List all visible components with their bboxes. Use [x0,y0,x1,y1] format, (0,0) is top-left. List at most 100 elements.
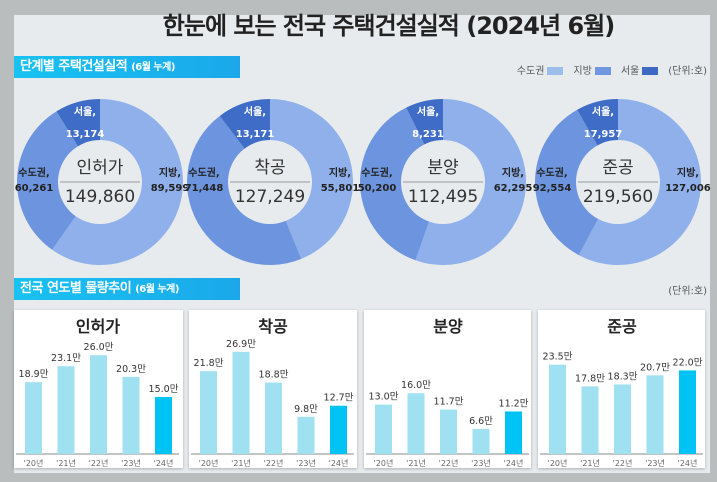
section-header-yearly: 전국 연도별 물량추이 (6월 누계) [14,278,240,300]
x-tick-label: '23년 [296,458,316,468]
bar-value-label: 16.0만 [401,380,431,391]
label-capital-value: 50,200 [358,183,397,194]
x-tick-label: '22년 [89,458,109,468]
bar-value-label: 6.6만 [469,416,493,427]
x-tick-label: '20년 [199,458,219,468]
label-local-name: 지방, [502,166,524,179]
bar-chart-title: 인허가 [76,317,120,336]
slice-capital [535,109,600,256]
legend-capital: 수도권 [517,62,564,77]
bar-value-label: 9.8만 [294,404,318,415]
label-capital-value: 92,554 [533,183,572,194]
label-local-name: 지방, [159,166,181,179]
legend: 수도권 지방 서울 (단위:호) [517,62,707,77]
bar-value-label: 18.3만 [608,371,638,382]
label-seoul-name: 서울, [244,105,266,118]
x-tick-label: '21년 [56,458,76,468]
x-tick-label: '24년 [329,458,349,468]
x-tick-label: '24년 [154,458,174,468]
label-seoul-name: 서울, [74,105,96,118]
x-tick-label: '23년 [471,458,491,468]
bar [57,366,75,454]
bar [679,370,696,454]
x-tick-label: '24년 [504,458,524,468]
section-label: 단계별 주택건설실적 [20,59,128,74]
slice-seoul [219,99,270,151]
donut-total: 112,495 [408,187,478,207]
x-tick-label: '20년 [374,458,394,468]
label-capital-name: 수도권, [536,167,567,179]
x-tick-label: '22년 [264,458,284,468]
bar [375,404,392,454]
bar [297,416,315,454]
donut-title: 준공 [602,158,633,178]
bar [122,376,140,454]
section-sub: (6월 누계) [131,62,175,73]
bar-value-label: 18.9만 [19,369,49,380]
x-tick-label: '21년 [406,458,426,468]
bar-value-label: 11.7만 [434,397,464,408]
unit-label-2: (단위:호) [668,286,707,297]
bar-value-label: 15.0만 [149,384,179,395]
x-tick-label: '20년 [24,458,44,468]
slice-local [52,99,183,265]
slice-capital [16,111,80,250]
bar [440,409,457,454]
label-local-name: 지방, [329,166,351,179]
label-capital-name: 수도권, [18,167,49,179]
slice-seoul [406,99,443,147]
bar-chart-title: 준공 [607,317,637,336]
slice-seoul [577,99,618,148]
label-seoul-name: 서울, [417,105,439,118]
bar-value-label: 22.0만 [673,357,703,368]
bar-value-label: 13.0만 [369,392,399,403]
bar [265,382,282,454]
label-seoul-name: 서울, [592,105,614,118]
x-tick-label: '20년 [548,458,568,468]
slice-seoul [56,99,100,148]
label-local-name: 지방, [677,166,699,179]
bar [407,393,425,454]
bar-value-label: 18.8만 [259,370,289,381]
x-tick-label: '21년 [231,458,251,468]
bar-value-label: 21.8만 [194,358,224,369]
label-local-value: 62,295 [494,183,533,194]
label-seoul-value: 13,174 [66,129,105,140]
bar-value-label: 11.2만 [499,398,529,409]
slice-local [578,99,701,265]
bar [330,405,347,454]
section-sub: (6월 누계) [135,284,179,295]
donut-title: 분양 [427,158,458,178]
label-local-value: 127,006 [665,183,711,194]
slice-capital [186,115,302,265]
label-capital-value: 60,261 [15,183,54,194]
x-tick-label: '22년 [439,458,459,468]
label-capital-name: 수도권, [361,167,392,179]
bar [614,384,631,454]
bar-value-label: 17.8만 [575,373,605,384]
donut-title: 착공 [254,158,285,178]
bar-value-label: 20.3만 [116,364,146,375]
bar [200,371,217,454]
legend-local: 지방 [573,62,611,77]
x-tick-label: '23년 [121,458,141,468]
bar-value-label: 20.7만 [640,362,670,373]
bar [505,411,522,454]
donut-title: 인허가 [77,158,124,178]
bar-value-label: 23.1만 [51,353,81,364]
x-tick-label: '23년 [645,458,665,468]
bar [646,375,664,454]
label-local-value: 55,801 [321,183,360,194]
bar-chart-title: 분양 [433,317,463,336]
label-capital-value: 71,448 [185,183,224,194]
slice-capital [359,107,430,261]
legend-seoul: 서울 [621,62,659,77]
bar [581,386,599,454]
donut-total: 149,860 [65,187,135,207]
bar [90,355,107,454]
donut-total: 127,249 [235,187,305,207]
label-seoul-value: 8,231 [412,129,444,140]
bar-value-label: 26.0만 [84,342,114,353]
